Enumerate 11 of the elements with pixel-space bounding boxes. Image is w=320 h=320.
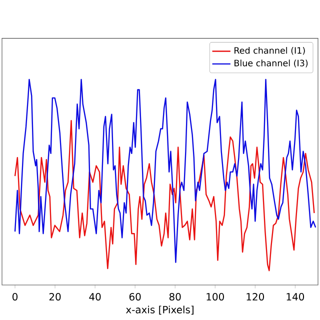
x-tick-label: 40: [89, 293, 101, 301]
legend-label: Red channel (I1): [234, 46, 305, 55]
x-axis-title: x-axis [Pixels]: [126, 306, 194, 315]
x-tick-label: 20: [49, 293, 61, 301]
x-tick-label: 140: [286, 293, 304, 301]
x-tick-label: 0: [12, 293, 18, 301]
x-tick-label: 100: [206, 293, 224, 301]
legend-label: Blue channel (I3): [234, 60, 308, 68]
x-tick-label: 60: [129, 293, 141, 301]
x-tick-label: 80: [169, 293, 181, 301]
x-tick-label: 120: [246, 293, 264, 301]
